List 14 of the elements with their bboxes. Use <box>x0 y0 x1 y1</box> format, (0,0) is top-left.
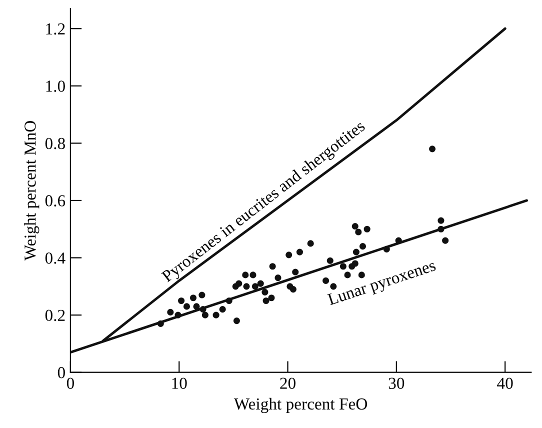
x-tick-label: 0 <box>66 378 74 389</box>
y-tick-label: 1.2 <box>46 23 65 35</box>
x-tick-label: 30 <box>388 378 404 389</box>
y-tick-label: 0.8 <box>45 138 65 150</box>
y-tick-label: 0.4 <box>45 252 66 264</box>
x-axis-title: Weight percent FeO <box>234 398 368 414</box>
y-tick-label: 1.0 <box>46 80 65 92</box>
y-tick-label: 0.6 <box>45 195 66 207</box>
y-tick-label: 0 <box>58 367 65 378</box>
y-axis-title: Weight percent MnO <box>24 121 40 261</box>
x-tick-label: 10 <box>172 378 187 389</box>
y-tick-label: 0.2 <box>45 310 65 322</box>
x-tick-label: 20 <box>280 378 296 389</box>
x-tick-label: 40 <box>497 378 513 389</box>
